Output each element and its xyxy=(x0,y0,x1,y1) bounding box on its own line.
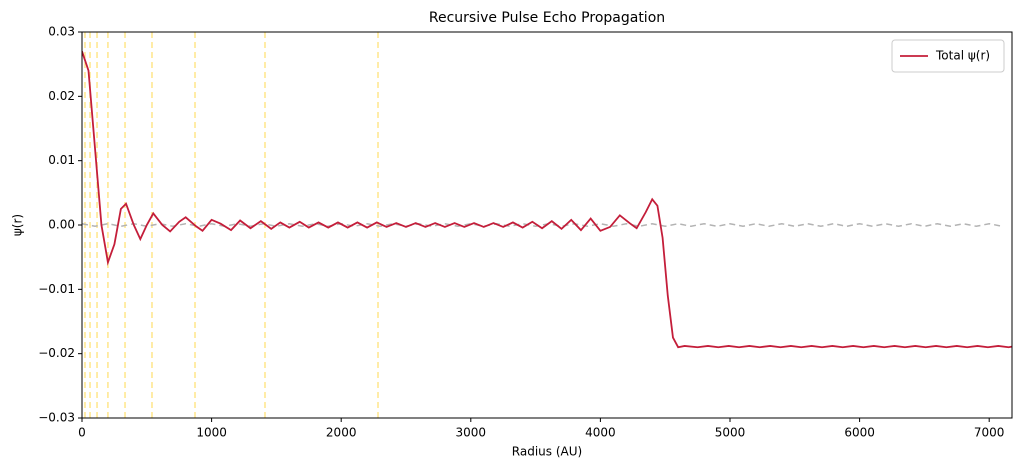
x-axis-label: Radius (AU) xyxy=(512,445,582,459)
y-tick-label: 0.03 xyxy=(48,25,75,39)
y-tick-label: −0.03 xyxy=(38,411,75,425)
x-tick-label: 2000 xyxy=(326,426,357,440)
y-tick-label: −0.02 xyxy=(38,346,75,360)
y-axis-label: ψ(r) xyxy=(11,214,25,236)
chart-title: Recursive Pulse Echo Propagation xyxy=(429,10,665,26)
series-line xyxy=(82,51,1012,349)
legend-label: Total ψ(r) xyxy=(935,49,990,63)
y-tick-label: −0.01 xyxy=(38,282,75,296)
series-line xyxy=(82,222,1003,228)
y-tick-label: 0.00 xyxy=(48,218,75,232)
x-tick-label: 7000 xyxy=(974,426,1005,440)
x-tick-label: 0 xyxy=(78,426,86,440)
y-tick-label: 0.02 xyxy=(48,89,75,103)
y-tick-label: 0.01 xyxy=(48,153,75,167)
x-tick-label: 4000 xyxy=(585,426,616,440)
x-tick-label: 6000 xyxy=(844,426,875,440)
x-tick-label: 5000 xyxy=(715,426,746,440)
x-tick-label: 3000 xyxy=(456,426,487,440)
legend-box xyxy=(891,39,1005,73)
x-tick-label: 1000 xyxy=(196,426,227,440)
